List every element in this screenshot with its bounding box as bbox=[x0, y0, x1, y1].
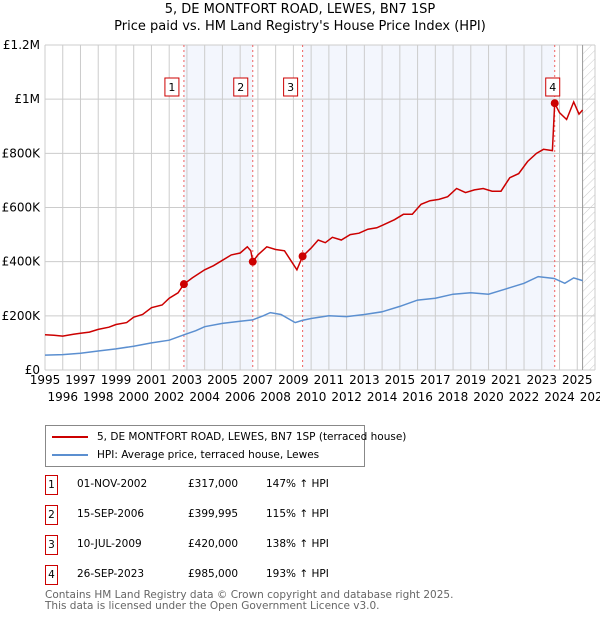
x-tick-label: 2004 bbox=[189, 390, 220, 404]
transaction-price: £317,000 bbox=[188, 478, 239, 490]
x-tick-label: 2021 bbox=[491, 373, 522, 387]
x-tick-label: 1998 bbox=[83, 390, 114, 404]
x-tick-label: 2010 bbox=[296, 390, 327, 404]
x-tick-label: 2000 bbox=[118, 390, 149, 404]
transaction-date: 15-SEP-2006 bbox=[77, 508, 145, 520]
sale-point bbox=[298, 252, 307, 261]
transaction-row: 1 01-NOV-2002 £317,000 147% ↑ HPI bbox=[45, 475, 445, 495]
price-chart: 1995 1996 1997 1998 1999 2000 2001 2002 2003 2004… bbox=[2, 38, 600, 404]
sale-marker-box bbox=[164, 77, 180, 97]
transaction-hpi: 138% ↑ HPI bbox=[266, 538, 329, 550]
x-tick-label: 2002 bbox=[154, 390, 185, 404]
x-tick-label: 2012 bbox=[331, 390, 362, 404]
y-tick-label: £200K bbox=[2, 309, 42, 323]
hpi-line bbox=[44, 275, 583, 356]
transaction-hpi: 115% ↑ HPI bbox=[266, 508, 329, 520]
x-tick-label: 2009 bbox=[278, 373, 309, 387]
transaction-marker: 2 bbox=[45, 505, 58, 525]
sale-point bbox=[550, 99, 559, 108]
x-tick-label: 2007 bbox=[243, 373, 274, 387]
transaction-hpi: 193% ↑ HPI bbox=[266, 568, 329, 580]
transaction-date: 26-SEP-2023 bbox=[77, 568, 145, 580]
transaction-price: £399,995 bbox=[188, 508, 239, 520]
x-tick-label: 2001 bbox=[136, 373, 167, 387]
sale-point bbox=[248, 257, 257, 266]
transaction-date: 01-NOV-2002 bbox=[77, 478, 148, 490]
sale-marker-label: 2 bbox=[237, 81, 244, 94]
transaction-marker: 4 bbox=[45, 565, 58, 585]
x-tick-label: 2005 bbox=[207, 373, 238, 387]
chart-title: 5, DE MONTFORT ROAD, LEWES, BN7 1SP bbox=[164, 2, 436, 17]
transaction-price: £985,000 bbox=[188, 568, 239, 580]
x-tick-label: 2018 bbox=[438, 390, 469, 404]
x-tick-label: 1995 bbox=[30, 373, 61, 387]
x-tick-label: 1999 bbox=[101, 373, 132, 387]
price-paid-line bbox=[44, 99, 584, 337]
footer: Contains HM Land Registry data © Crown c… bbox=[45, 590, 453, 612]
transaction-row: 4 26-SEP-2023 £985,000 193% ↑ HPI bbox=[45, 565, 445, 585]
x-tick-label: 2014 bbox=[367, 390, 398, 404]
y-tick-label: £1M bbox=[14, 92, 40, 106]
x-tick-label: 2020 bbox=[473, 390, 504, 404]
x-tick-label: 2024 bbox=[544, 390, 575, 404]
x-tick-label: 2017 bbox=[420, 373, 451, 387]
x-tick-label: 2008 bbox=[260, 390, 291, 404]
y-tick-label: £600K bbox=[2, 201, 42, 215]
legend-item-property: 5, DE MONTFORT ROAD, LEWES, BN7 1SP (ter… bbox=[52, 429, 406, 445]
x-tick-label: 1997 bbox=[65, 373, 96, 387]
transaction-date: 10-JUL-2009 bbox=[77, 538, 142, 550]
x-tick-label: 2013 bbox=[349, 373, 380, 387]
x-tick-label: 2022 bbox=[509, 390, 540, 404]
x-tick-label: 2003 bbox=[172, 373, 203, 387]
transaction-marker: 3 bbox=[45, 535, 58, 555]
x-tick-label: 2023 bbox=[527, 373, 558, 387]
sale-marker-label: 4 bbox=[549, 81, 556, 94]
x-tick-label: 2026 bbox=[580, 390, 600, 404]
x-tick-label: 2016 bbox=[402, 390, 433, 404]
transaction-price: £420,000 bbox=[188, 538, 239, 550]
sale-marker-box bbox=[233, 77, 249, 97]
legend-swatch-red bbox=[52, 436, 88, 438]
sale-marker-label: 3 bbox=[287, 81, 294, 94]
y-tick-label: £400K bbox=[2, 255, 42, 269]
y-tick-label: £1.2M bbox=[3, 38, 40, 52]
transaction-row: 3 10-JUL-2009 £420,000 138% ↑ HPI bbox=[45, 535, 445, 555]
sale-marker-box bbox=[545, 77, 561, 97]
legend-swatch-blue bbox=[52, 454, 88, 456]
transaction-hpi: 147% ↑ HPI bbox=[266, 478, 329, 490]
footer-licence: This data is licensed under the Open Gov… bbox=[45, 600, 380, 612]
transaction-marker: 1 bbox=[45, 475, 58, 495]
x-tick-label: 2025 bbox=[562, 373, 593, 387]
legend-label: HPI: Average price, terraced house, Lewe… bbox=[97, 449, 320, 461]
y-tick-label: £0 bbox=[25, 363, 40, 377]
x-tick-label: 2006 bbox=[225, 390, 256, 404]
sale-point bbox=[179, 280, 188, 289]
sale-marker-label: 1 bbox=[168, 81, 175, 94]
legend-label: 5, DE MONTFORT ROAD, LEWES, BN7 1SP (ter… bbox=[97, 431, 407, 443]
chart-subtitle: Price paid vs. HM Land Registry's House … bbox=[114, 19, 486, 34]
x-tick-label: 2015 bbox=[385, 373, 416, 387]
y-tick-label: £800K bbox=[2, 146, 42, 160]
footer-copyright: Contains HM Land Registry data © Crown c… bbox=[45, 589, 454, 601]
sale-marker-box bbox=[283, 77, 299, 97]
x-tick-label: 2019 bbox=[456, 373, 487, 387]
legend-item-hpi: HPI: Average price, terraced house, Lewe… bbox=[52, 447, 319, 463]
transaction-row: 2 15-SEP-2006 £399,995 115% ↑ HPI bbox=[45, 505, 445, 525]
x-tick-label: 1996 bbox=[47, 390, 78, 404]
legend: 5, DE MONTFORT ROAD, LEWES, BN7 1SP (ter… bbox=[45, 425, 406, 467]
x-tick-label: 2011 bbox=[314, 373, 345, 387]
